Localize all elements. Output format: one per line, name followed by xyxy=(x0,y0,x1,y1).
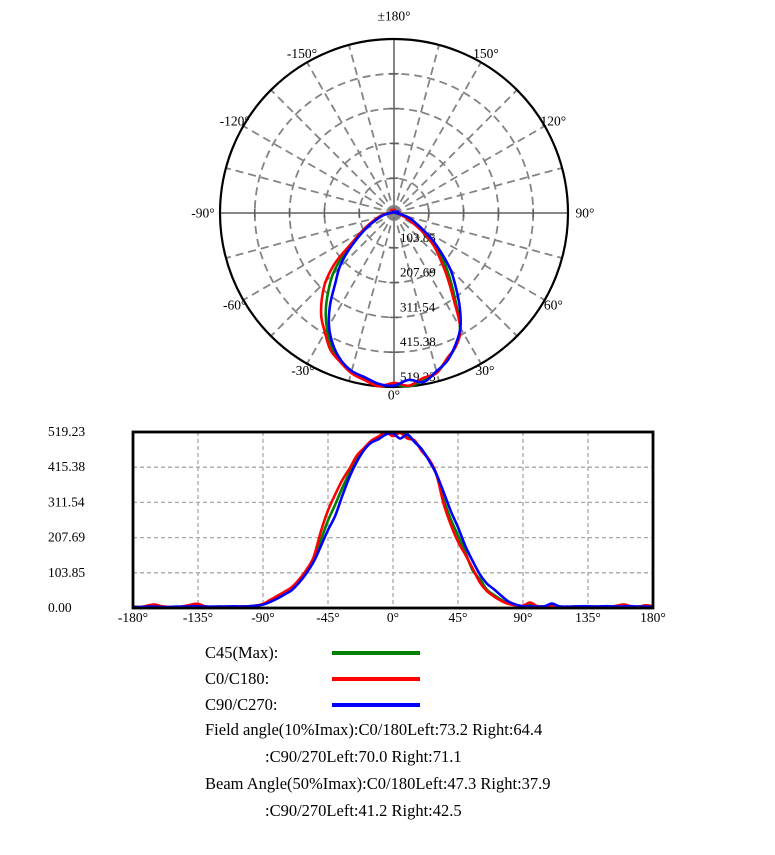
y-axis-tick-label: 519.23 xyxy=(48,424,85,439)
polar-angle-label: -150° xyxy=(287,46,317,61)
legend-row-c0-c180: C0/C180: xyxy=(205,666,420,692)
legend-row-c90-c270: C90/C270: xyxy=(205,692,420,718)
polar-angle-label: -120° xyxy=(220,114,250,129)
legend: C45(Max): C0/C180: C90/C270: xyxy=(205,640,420,718)
x-axis-tick-label: 180° xyxy=(640,610,666,625)
x-axis-tick-label: 90° xyxy=(514,610,533,625)
polar-outer-circle xyxy=(218,37,570,389)
polar-curve-c45-max- xyxy=(324,209,462,388)
field-angle-c90-line: :C90/270Left:70.0 Right:71.1 xyxy=(265,747,462,766)
polar-angle-label: 60° xyxy=(544,298,563,313)
legend-swatch-c45-green xyxy=(332,651,420,655)
x-axis-tick-label: -45° xyxy=(316,610,339,625)
polar-distribution-chart: 0° 30° 60° 90° 120° 150° ±180° -30° -60° -90° -120… xyxy=(191,9,594,403)
x-axis-tick-label: 45° xyxy=(449,610,468,625)
polar-angle-label: -90° xyxy=(191,206,214,221)
x-axis-tick-label: -90° xyxy=(251,610,274,625)
x-axis-tick-label: 135° xyxy=(575,610,601,625)
y-axis-tick-label: 311.54 xyxy=(48,494,85,509)
y-axis-tick-label: 415.38 xyxy=(48,459,85,474)
x-axis-tick-label: 0° xyxy=(387,610,399,625)
legend-label-c45: C45(Max): xyxy=(205,643,279,662)
polar-angle-label: 0° xyxy=(388,388,400,403)
photometric-notes: Field angle(10%Imax):C0/180Left:73.2 Rig… xyxy=(205,716,551,824)
polar-angle-label: 30° xyxy=(476,363,495,378)
x-axis-tick-label: -180° xyxy=(118,610,148,625)
polar-curve-c90-c270 xyxy=(327,210,462,388)
field-angle-c0-line: Field angle(10%Imax):C0/180Left:73.2 Rig… xyxy=(205,720,543,739)
y-axis-tick-label: 0.00 xyxy=(48,600,72,615)
polar-ring-value-label: 207.69 xyxy=(400,265,436,280)
polar-angle-label: ±180° xyxy=(377,9,410,24)
legend-label-c90-c270: C90/C270: xyxy=(205,695,278,714)
polar-ring-value-label: 311.54 xyxy=(400,299,436,314)
cartesian-grid xyxy=(133,432,653,608)
polar-angle-label: -60° xyxy=(223,298,246,313)
cartesian-plot-border xyxy=(131,430,655,610)
polar-angle-label: 150° xyxy=(473,46,499,61)
y-axis-tick-label: 103.85 xyxy=(48,565,85,580)
intensity-curve-chart: -180° -135° -90° -45° 0° 45° 90° 135° 180° 0.00 10… xyxy=(48,424,666,625)
legend-label-c0-c180: C0/C180: xyxy=(205,669,270,688)
polar-ring-value-label: 415.38 xyxy=(400,334,436,349)
legend-swatch-c0-red xyxy=(332,677,420,681)
polar-grid xyxy=(219,38,569,388)
legend-row-c45: C45(Max): xyxy=(205,640,420,666)
legend-swatch-c90-blue xyxy=(332,703,420,707)
beam-angle-c0-line: Beam Angle(50%Imax):C0/180Left:47.3 Righ… xyxy=(205,774,551,793)
beam-angle-c90-line: :C90/270Left:41.2 Right:42.5 xyxy=(265,801,462,820)
y-axis-tick-label: 207.69 xyxy=(48,530,85,545)
polar-angle-label: -30° xyxy=(291,363,314,378)
polar-angle-label: 90° xyxy=(576,206,595,221)
polar-angle-label: 120° xyxy=(540,114,566,129)
x-axis-tick-label: -135° xyxy=(183,610,213,625)
